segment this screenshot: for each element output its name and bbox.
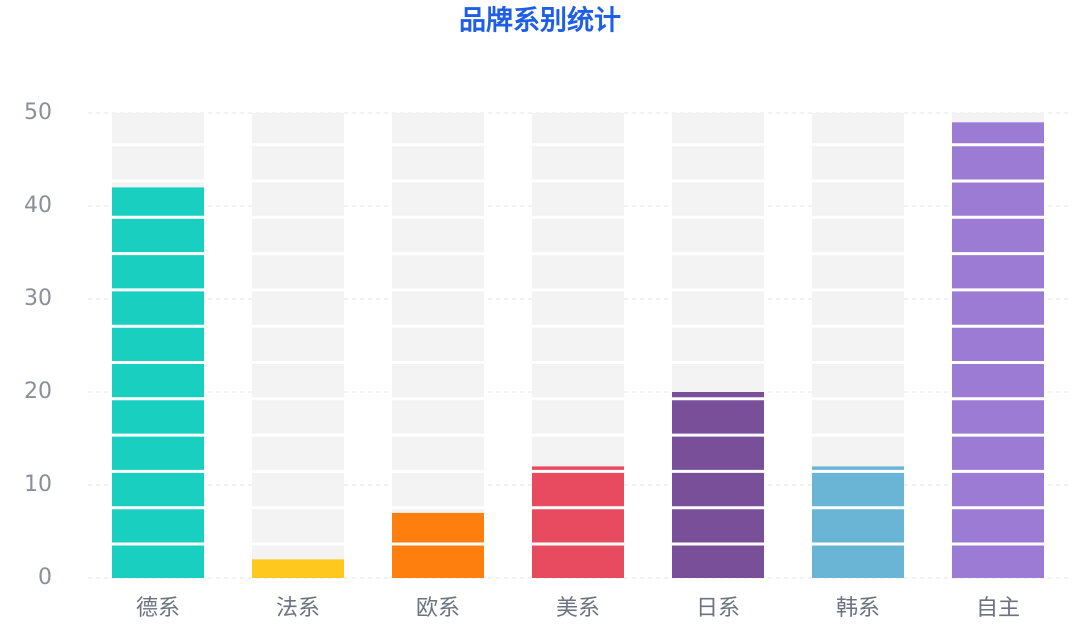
x-tick-label: 韩系 (836, 596, 880, 621)
y-tick-label: 0 (38, 565, 52, 590)
y-tick-label: 30 (24, 286, 52, 311)
x-tick-label: 欧系 (416, 596, 460, 621)
chart-title: 品牌系别统计 (459, 5, 621, 37)
y-tick-label: 20 (24, 379, 52, 404)
bar (952, 122, 1044, 579)
y-tick-label: 10 (24, 472, 52, 497)
bar (812, 466, 904, 578)
y-tick-label: 50 (24, 100, 52, 125)
x-tick-label: 自主 (976, 596, 1020, 621)
x-tick-label: 法系 (276, 596, 320, 621)
x-tick-label: 日系 (696, 596, 740, 621)
x-tick-label: 德系 (136, 596, 180, 621)
x-tick-label: 美系 (556, 596, 600, 621)
bar-background (252, 113, 344, 578)
bar (532, 466, 624, 578)
bar (252, 559, 344, 578)
y-tick-label: 40 (24, 193, 52, 218)
bar (672, 392, 764, 578)
bar-background (392, 113, 484, 578)
bar (112, 187, 204, 578)
